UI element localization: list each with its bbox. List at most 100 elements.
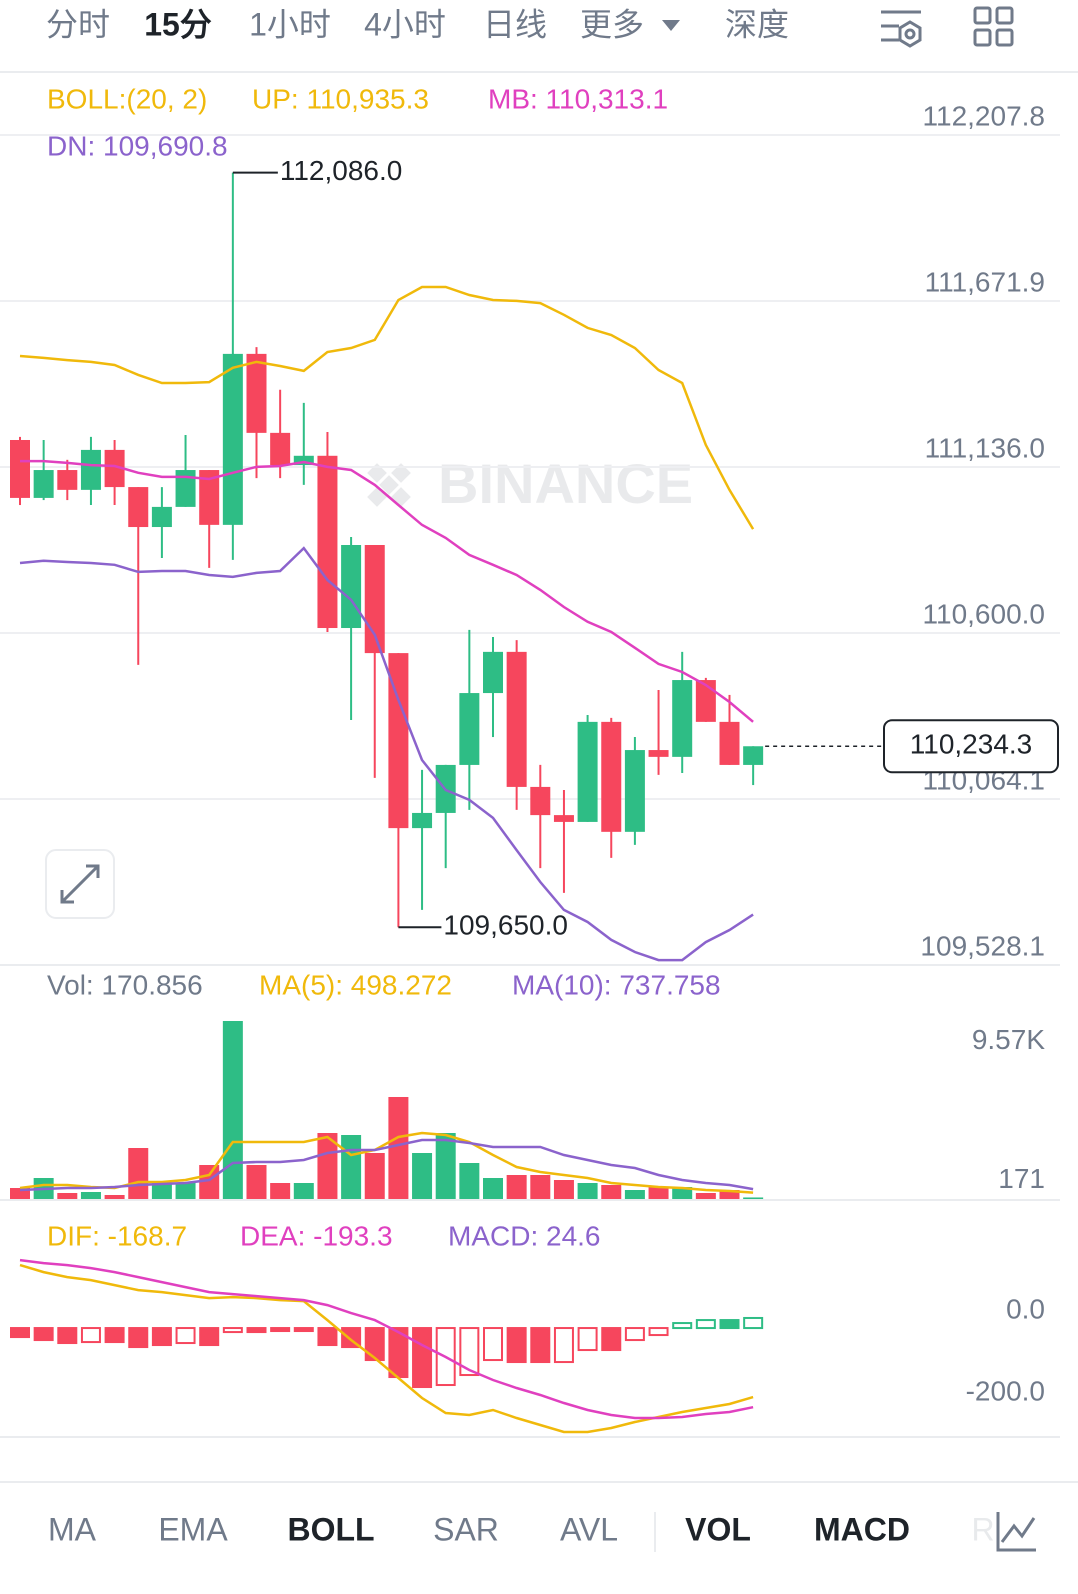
candle-body [246, 353, 267, 433]
candle-body [270, 432, 291, 466]
macd-bar [743, 1316, 764, 1330]
settings-icon[interactable] [881, 10, 922, 48]
indicator-tab[interactable]: SAR [433, 1511, 499, 1547]
expand-button[interactable] [45, 849, 115, 919]
indicator-tabs: MA EMA BOLL SAR AVL VOL MACD R [48, 1500, 1078, 1570]
macd-bar [10, 1327, 30, 1339]
tab[interactable]: 深度 [725, 6, 789, 42]
indicator-tab[interactable]: MA [48, 1511, 97, 1547]
volume-bar [530, 1175, 551, 1200]
candle-body [412, 812, 433, 829]
volume-bar [695, 1193, 716, 1200]
volume-bar [553, 1180, 574, 1200]
volume-bar [459, 1163, 480, 1200]
candle-body [577, 721, 598, 822]
indicator-tab-active[interactable]: MACD [814, 1511, 910, 1547]
macd-bar [293, 1327, 314, 1333]
legend-item: UP: 110,935.3 [252, 83, 429, 114]
candle-body [128, 487, 149, 528]
legend-item: MACD: 24.6 [448, 1220, 601, 1251]
tab-active[interactable]: 15分 [144, 6, 212, 42]
indicator-tab-active[interactable]: BOLL [287, 1511, 374, 1547]
legend-item: BOLL:(20, 2) [47, 83, 207, 114]
indicator-line [19, 285, 755, 530]
y-tick-label: 112,207.8 [923, 100, 1046, 131]
y-tick-label: 110,600.0 [923, 598, 1046, 629]
volume-bar [175, 1183, 196, 1200]
last-price-label: 110,234.3 [910, 729, 1033, 760]
tab[interactable]: 4小时 [364, 6, 446, 42]
high-label: 112,086.0 [280, 155, 403, 186]
indicator-line [19, 1138, 754, 1192]
candle-body [719, 721, 740, 765]
indicator-tab[interactable]: AVL [560, 1511, 618, 1547]
layout-icon[interactable] [973, 6, 1014, 47]
dropdown-arrow [662, 20, 680, 31]
candle-body [672, 680, 693, 757]
indicator-line [19, 1258, 754, 1420]
candle-body [104, 449, 125, 488]
macd-bar [530, 1327, 551, 1364]
legend-item: DEA: -193.3 [240, 1220, 393, 1251]
volume-bar [341, 1135, 362, 1200]
candle-body [175, 470, 196, 507]
tab[interactable]: 1小时 [249, 6, 331, 42]
volume-bar [270, 1183, 291, 1200]
indicator-tab-active[interactable]: VOL [685, 1511, 751, 1547]
candle-body [10, 439, 30, 498]
volume-bar [624, 1190, 645, 1200]
volume-bar [388, 1096, 409, 1200]
candle-body [506, 651, 527, 787]
legend-item: MA(5): 498.272 [259, 969, 452, 1000]
macd-bar [672, 1322, 693, 1330]
tab[interactable]: 日线 [483, 6, 547, 42]
volume-bar [199, 1165, 220, 1200]
candle-body [601, 721, 622, 832]
macd-bar [719, 1319, 740, 1330]
volume-bar [577, 1183, 598, 1200]
volume-bar [57, 1193, 78, 1200]
volume-bar [246, 1165, 267, 1200]
marks [10, 171, 884, 1434]
tab[interactable]: 分时 [46, 6, 110, 42]
volume-bar [412, 1153, 433, 1200]
candle-body [317, 455, 338, 629]
macd-bar [364, 1327, 385, 1362]
y-tick-label: 171 [998, 1163, 1045, 1194]
macd-bar [151, 1327, 172, 1347]
macd-bar [104, 1327, 125, 1344]
indicator-line [19, 1131, 754, 1194]
macd-bar [33, 1327, 54, 1342]
macd-bar [222, 1327, 243, 1334]
candle-body [341, 544, 362, 629]
last-price-box [883, 719, 1059, 774]
candle-body [222, 353, 243, 525]
volume-bar [672, 1186, 693, 1200]
candle-body [624, 750, 645, 832]
candle-body [151, 506, 172, 528]
volume-bar [483, 1178, 503, 1200]
volume-bar [104, 1195, 125, 1200]
macd-bar [648, 1327, 669, 1337]
macd-bar [459, 1327, 480, 1377]
macd-bar [270, 1327, 291, 1333]
volume-bar [128, 1148, 149, 1200]
candle-body [459, 693, 480, 765]
grid [0, 133, 1060, 966]
y-tick-label: 109,528.1 [920, 930, 1045, 961]
indicator-settings-icon[interactable] [996, 1512, 1036, 1552]
volume-bar [151, 1183, 172, 1200]
y-tick-label: 0.0 [1006, 1293, 1045, 1324]
tab[interactable]: 更多 [580, 6, 644, 42]
watermark-text: BINANCE [438, 452, 693, 515]
volume-bar [743, 1197, 764, 1200]
macd-bar [246, 1327, 267, 1334]
volume-bar [80, 1191, 101, 1200]
legend-item: DIF: -168.7 [47, 1220, 187, 1251]
macd-bar [128, 1327, 149, 1349]
macd-bar [199, 1327, 220, 1347]
candle-body [388, 653, 409, 829]
volume-bar [719, 1190, 740, 1200]
y-tick-label: 9.57K [972, 1024, 1045, 1055]
indicator-tab[interactable]: EMA [158, 1511, 228, 1547]
